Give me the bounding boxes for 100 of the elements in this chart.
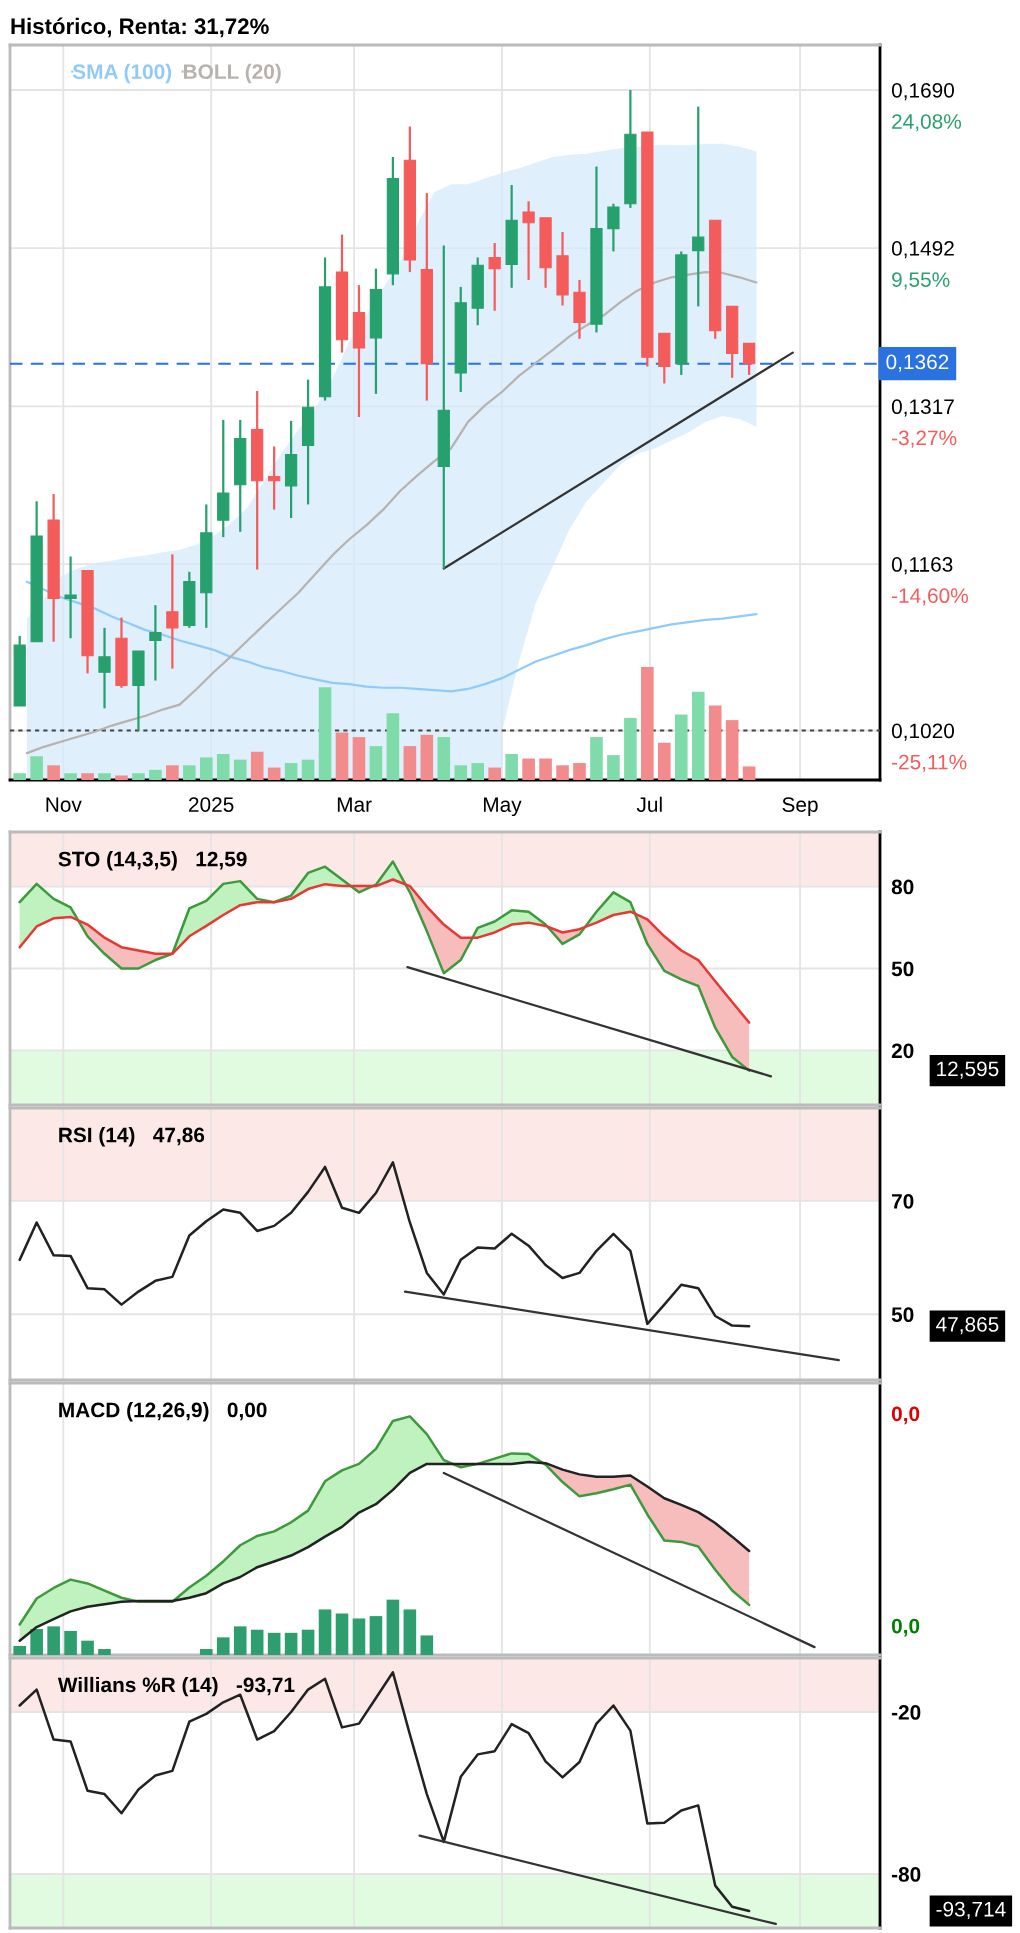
text: 12,595	[937, 1061, 999, 1079]
line-series	[25, 270, 758, 755]
bar	[505, 754, 518, 780]
bar	[216, 754, 230, 780]
bar	[471, 763, 485, 780]
bar	[250, 751, 264, 780]
x-tick-label: Sep	[782, 797, 818, 817]
bar	[454, 765, 468, 780]
x-tick-label: Jul	[636, 796, 662, 812]
bar	[369, 746, 383, 780]
bar	[624, 717, 637, 780]
bar	[81, 1640, 94, 1655]
bar	[573, 763, 586, 780]
bar	[488, 767, 501, 780]
text: -25,11%	[892, 754, 967, 772]
bar	[30, 1628, 43, 1655]
line-series	[25, 580, 758, 693]
bar	[267, 767, 281, 780]
bar	[267, 1632, 281, 1655]
text: RSI (14) 47,86	[59, 1127, 205, 1147]
bar	[47, 765, 60, 780]
bar	[590, 737, 603, 780]
bar	[420, 1635, 434, 1655]
y-tick-label: 0,1317	[891, 399, 954, 417]
candlestick	[98, 626, 111, 710]
line-series	[18, 1671, 751, 1913]
y-tick-label: 0,1492	[891, 241, 954, 259]
candlestick	[166, 553, 179, 670]
y-tick-label: 0,1690	[891, 82, 955, 101]
bar	[233, 759, 247, 780]
bar	[250, 1629, 264, 1655]
bar	[403, 1609, 417, 1655]
y-tick-label: 50	[891, 961, 914, 977]
ref-line-label: 0,1362	[886, 354, 949, 372]
bar	[674, 714, 688, 780]
text: Willians %R (14) -93,71	[57, 1676, 295, 1697]
text: 0,0	[891, 1406, 920, 1425]
bar	[13, 773, 26, 780]
bar	[641, 667, 654, 780]
text: -14,60%	[892, 588, 968, 606]
bar	[691, 691, 705, 780]
bar	[199, 757, 213, 780]
legend-label: BOLL (20)	[183, 63, 281, 84]
bar	[708, 705, 722, 780]
text: -93,714	[936, 1901, 1006, 1920]
line-series	[18, 878, 751, 1024]
x-tick-label: Nov	[46, 797, 82, 812]
bar	[352, 737, 366, 780]
y-tick-label: 20	[891, 1043, 914, 1059]
text: 24,08%	[892, 114, 962, 132]
bar	[284, 1632, 298, 1655]
bar	[607, 755, 620, 780]
y-tick-label: 0,1020	[891, 723, 955, 741]
text: -3,27%	[892, 430, 957, 448]
y-tick-label: 50	[891, 1307, 914, 1323]
candlestick	[488, 241, 501, 312]
bar	[335, 1613, 349, 1655]
x-tick-label: 2025	[189, 797, 234, 812]
bar	[301, 1629, 315, 1655]
candlestick	[149, 604, 162, 682]
candlestick	[607, 202, 620, 253]
bar	[352, 1618, 366, 1655]
candlestick	[743, 342, 756, 377]
text: 9,55%	[892, 272, 950, 290]
candlestick	[692, 105, 705, 308]
bar	[64, 1630, 77, 1655]
bar	[233, 1626, 247, 1655]
bar	[725, 720, 739, 780]
x-tick-label: Mar	[337, 797, 372, 812]
bar	[403, 746, 417, 780]
text: 0,0	[891, 1618, 920, 1637]
bar	[166, 765, 179, 780]
chart-title: MACD (12,26,9) 0,00	[59, 1402, 267, 1422]
bar	[216, 1637, 230, 1655]
bar	[522, 758, 535, 780]
bar	[742, 766, 756, 780]
bar	[284, 763, 298, 780]
bar	[98, 1649, 111, 1655]
bar	[318, 1609, 332, 1655]
y-tick-label: 0,1163	[891, 557, 953, 575]
bar	[658, 742, 671, 780]
candlestick	[522, 200, 535, 282]
bar	[199, 1649, 213, 1655]
bar	[183, 765, 196, 780]
candlestick	[268, 445, 281, 511]
bar	[420, 734, 434, 780]
y-tick-label: 80	[891, 879, 914, 895]
bar	[115, 775, 128, 780]
y-tick-label: -80	[891, 1867, 921, 1882]
candlestick	[64, 555, 77, 640]
bar	[81, 773, 94, 780]
chart-title: Histórico, Renta: 31,72%	[11, 17, 269, 38]
bar	[386, 1599, 400, 1655]
legend-label: SMA (100)	[72, 63, 172, 84]
bar	[369, 1616, 383, 1655]
bar	[437, 737, 451, 780]
bar	[318, 687, 332, 780]
bar	[98, 773, 111, 780]
bar	[301, 759, 315, 780]
bar	[386, 713, 400, 780]
